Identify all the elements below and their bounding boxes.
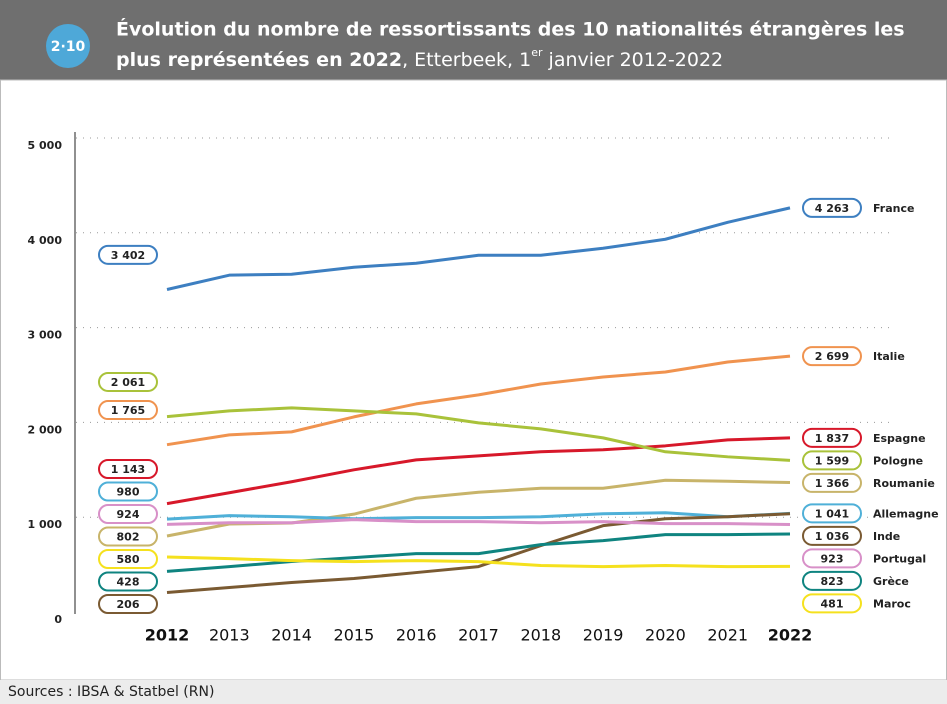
value-label: 481 — [821, 597, 844, 610]
value-label: 802 — [117, 531, 140, 544]
value-label-box — [98, 371, 158, 392]
value-label: 1 599 — [815, 454, 849, 467]
x-tick-label: 2015 — [334, 626, 375, 645]
header — [0, 0, 947, 80]
legend-label: Espagne — [873, 432, 926, 445]
value-label-box — [802, 346, 862, 367]
badge-circle — [46, 24, 90, 68]
value-label-box — [802, 548, 862, 569]
legend-label: Grèce — [873, 575, 909, 588]
value-label: 924 — [117, 508, 140, 521]
value-label-box — [98, 549, 158, 569]
value-label: 823 — [821, 575, 844, 588]
footer — [0, 680, 947, 704]
value-label: 1 366 — [815, 477, 850, 490]
legend-label: Maroc — [873, 597, 911, 610]
value-label-box — [98, 481, 158, 502]
value-label-box — [98, 594, 158, 614]
value-label: 923 — [821, 552, 844, 565]
frame — [0, 79, 947, 681]
value-label: 1 837 — [815, 432, 849, 445]
chart-title-line: plus représentées en 2022, Etterbeek, 1e… — [116, 46, 723, 71]
x-tick-label: 2022 — [768, 626, 813, 645]
line — [166, 532, 791, 573]
y-tick-label: 1 000 — [28, 518, 63, 531]
x-tick-label: 2018 — [520, 626, 561, 645]
line — [166, 555, 791, 569]
line — [166, 206, 791, 291]
x-tick-label: 2012 — [145, 626, 190, 645]
line — [166, 436, 791, 506]
y-tick-label: 2 000 — [28, 423, 63, 436]
value-label-box — [98, 400, 158, 421]
legend-label: France — [873, 202, 914, 215]
subtitle: er — [531, 46, 543, 59]
value-label-box — [98, 459, 158, 479]
x-tick-label: 2016 — [396, 626, 437, 645]
badge: 2·10 — [51, 39, 86, 55]
value-label: 580 — [117, 553, 140, 566]
legend-label: Pologne — [873, 454, 923, 467]
legend-label: Inde — [873, 530, 900, 543]
x-tick-label: 2019 — [583, 626, 624, 645]
chart-title: Évolution du nombre de ressortissants de… — [116, 18, 905, 41]
value-label-box — [98, 571, 158, 592]
line — [166, 354, 791, 447]
value-label-box — [802, 525, 862, 546]
legend-label: Roumanie — [873, 477, 935, 490]
value-label: 1 036 — [815, 530, 850, 543]
value-label: 2 699 — [815, 350, 849, 363]
y-tick-label: 0 — [54, 613, 62, 626]
x-tick-label: 2017 — [458, 626, 499, 645]
value-label: 206 — [117, 598, 140, 611]
source: Sources : IBSA & Statbel (RN) — [8, 684, 214, 700]
subtitle: , Etterbeek, 1 — [402, 49, 531, 71]
value-label: 1 765 — [111, 404, 145, 417]
value-label: 1 041 — [815, 507, 849, 520]
value-label: 3 402 — [111, 249, 145, 262]
y-tick-label: 4 000 — [28, 234, 63, 247]
x-tick-label: 2013 — [209, 626, 250, 645]
y-tick-label: 5 000 — [28, 139, 63, 152]
line — [166, 512, 791, 594]
value-label-box — [802, 427, 862, 448]
x-tick-label: 2020 — [645, 626, 686, 645]
value-label-box — [802, 197, 862, 218]
line — [166, 406, 791, 462]
chart-title: plus représentées en 2022 — [116, 49, 402, 71]
legend-label: Allemagne — [873, 507, 939, 520]
value-label: 2 061 — [111, 376, 145, 389]
x-tick-label: 2014 — [271, 626, 312, 645]
line — [166, 511, 791, 521]
subtitle: janvier 2012-2022 — [543, 49, 724, 71]
value-label: 4 263 — [815, 202, 849, 215]
value-label: 980 — [117, 486, 140, 499]
value-label-box — [802, 503, 862, 524]
value-label-box — [802, 593, 862, 614]
y-tick-label: 3 000 — [28, 329, 63, 342]
legend-label: Portugal — [873, 552, 926, 565]
value-label-box — [98, 244, 158, 265]
value-label-box — [802, 450, 862, 471]
value-label-box — [802, 472, 862, 493]
value-label: 1 143 — [111, 463, 145, 476]
x-tick-label: 2021 — [707, 626, 748, 645]
value-label-box — [802, 570, 862, 591]
legend-label: Italie — [873, 350, 905, 363]
line — [166, 518, 791, 526]
value-label-box — [98, 526, 158, 547]
value-label-box — [98, 504, 158, 524]
value-label: 428 — [117, 576, 140, 589]
